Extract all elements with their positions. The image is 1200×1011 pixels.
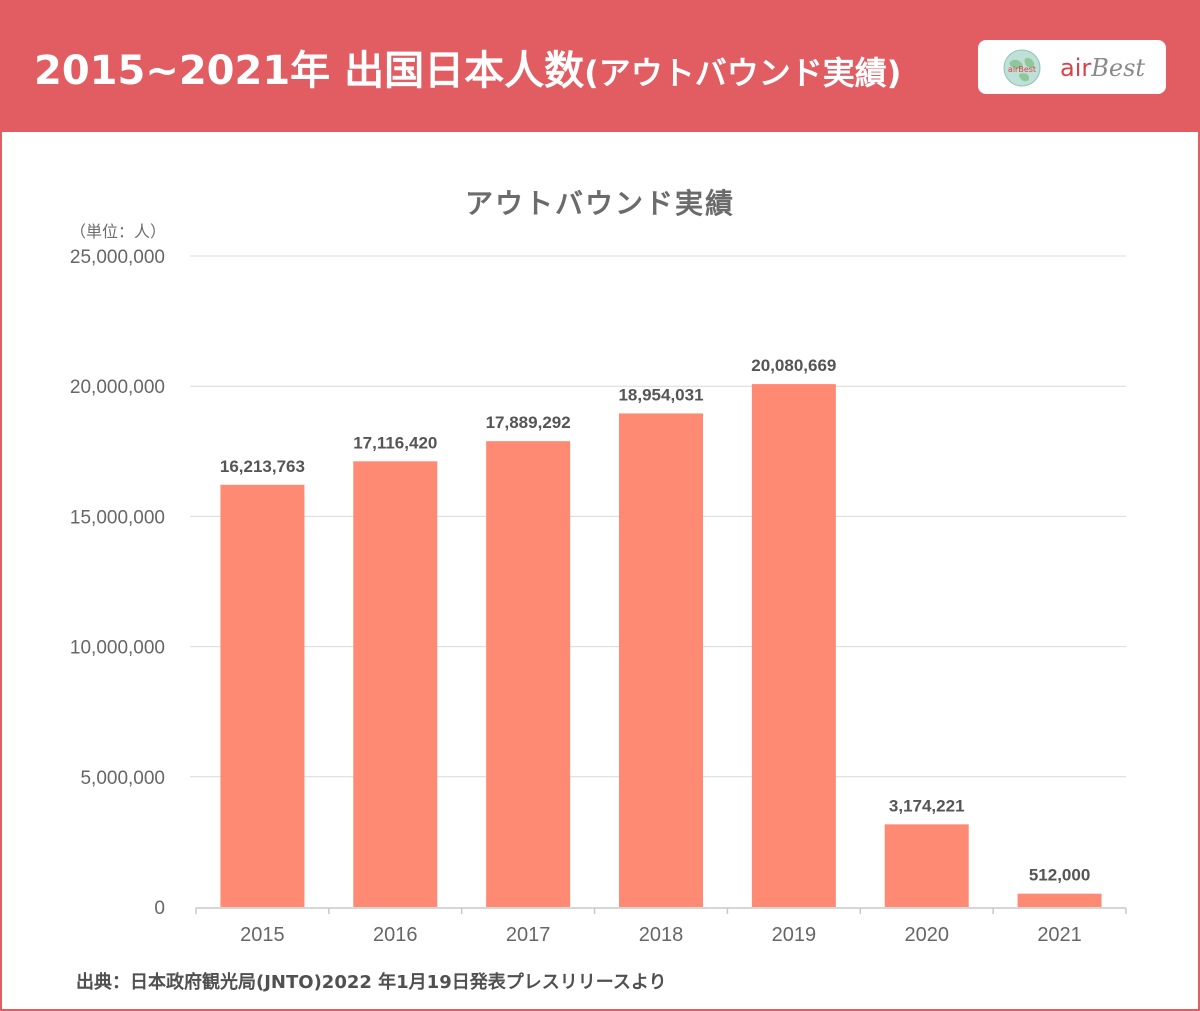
logo-best: Best	[1091, 54, 1146, 82]
bar-2019	[751, 384, 836, 907]
y-tick-label: 10,000,000	[70, 638, 165, 659]
bar-2016	[353, 461, 438, 907]
data-label-2015: 16,213,763	[220, 457, 305, 476]
chart-title: アウトバウンド実績	[464, 187, 735, 220]
page-title-suffix: (アウトバウンド実績)	[584, 54, 902, 92]
bar-2020	[884, 824, 969, 907]
x-tick-label-2020: 2020	[904, 924, 949, 946]
bar-2018	[619, 413, 703, 907]
globe-icon: airBest	[1003, 49, 1041, 87]
x-tick-label-2021: 2021	[1037, 924, 1082, 946]
logo-air: air	[1060, 54, 1092, 82]
data-label-2019: 20,080,669	[751, 356, 836, 375]
bar-2017	[486, 441, 571, 907]
x-tick-label-2019: 2019	[772, 924, 817, 946]
x-tick-label-2016: 2016	[373, 924, 418, 946]
y-tick-label: 5,000,000	[80, 768, 165, 789]
source-note: 出典：日本政府観光局(JNTO)2022 年1月19日発表プレスリリースより	[76, 972, 667, 993]
airbest-logo[interactable]: airBest airBest	[978, 40, 1166, 94]
x-tick-label-2015: 2015	[240, 924, 285, 946]
data-label-2016: 17,116,420	[353, 433, 437, 452]
data-label-2018: 18,954,031	[618, 385, 703, 404]
data-label-2021: 512,000	[1029, 866, 1090, 885]
y-tick-label: 20,000,000	[70, 377, 165, 398]
header-banner: 2015~2021年 出国日本人数(アウトバウンド実績) airBest air…	[2, 2, 1198, 132]
logo-wordmark: airBest	[1060, 54, 1145, 82]
data-label-2020: 3,174,221	[889, 796, 965, 815]
x-tick-label-2018: 2018	[639, 924, 684, 946]
y-tick-label: 25,000,000	[70, 247, 165, 268]
x-tick-label-2017: 2017	[506, 924, 551, 946]
page-title-main: 2015~2021年 出国日本人数	[34, 48, 585, 94]
bar-2015	[220, 484, 305, 907]
globe-logo-text: airBest	[1008, 65, 1036, 74]
y-tick-label: 0	[154, 898, 165, 919]
bar-2021	[1017, 893, 1102, 907]
data-label-2017: 17,889,292	[486, 413, 571, 432]
page-title: 2015~2021年 出国日本人数(アウトバウンド実績)	[34, 38, 901, 96]
y-tick-label: 15,000,000	[70, 507, 165, 528]
unit-label: （単位：人）	[70, 222, 167, 241]
